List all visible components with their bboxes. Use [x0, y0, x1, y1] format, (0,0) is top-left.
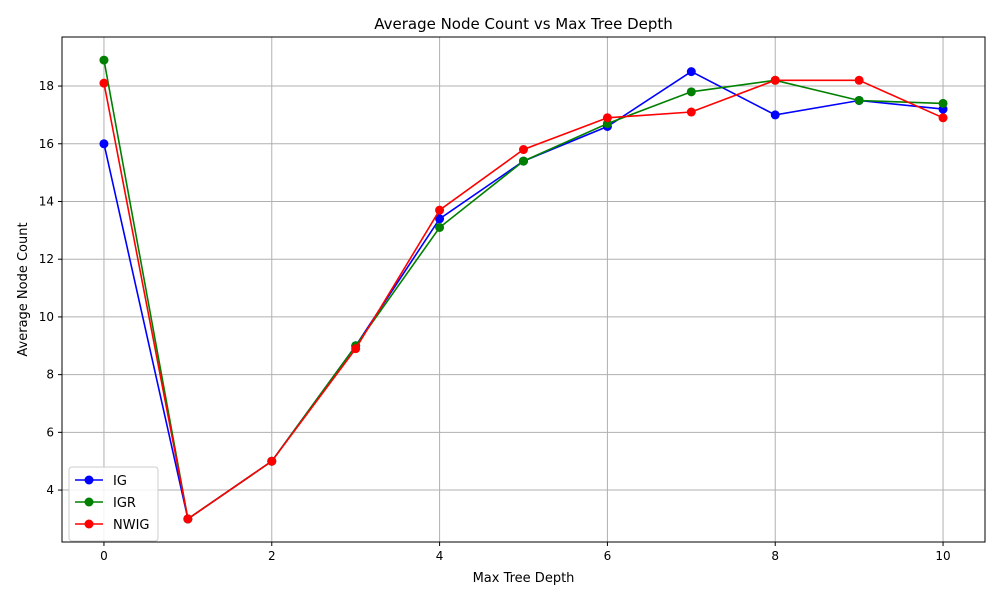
y-tick-label: 10	[39, 310, 54, 324]
y-tick-label: 12	[39, 252, 54, 266]
legend-label-ig: IG	[113, 474, 127, 489]
data-point-igr	[519, 156, 528, 166]
data-point-nwig	[435, 205, 445, 215]
data-point-igr	[99, 55, 109, 65]
axis-ticks: 0 2 4 6 8 10 4 6 8 10 12 14 16 18	[39, 79, 951, 563]
data-point-igr	[854, 95, 864, 105]
y-tick-label: 14	[39, 194, 54, 208]
data-point-nwig	[854, 75, 864, 85]
data-point-igr	[435, 222, 445, 232]
data-point-ig	[435, 214, 445, 224]
data-point-ig	[770, 110, 780, 120]
x-tick-label: 4	[436, 549, 444, 563]
y-tick-label: 6	[46, 425, 54, 439]
grid-lines	[62, 37, 985, 542]
y-tick-label: 18	[39, 79, 54, 93]
x-tick-label: 10	[935, 549, 950, 563]
y-tick-label: 4	[46, 483, 54, 497]
x-tick-label: 2	[268, 549, 276, 563]
legend-label-igr: IGR	[113, 496, 136, 511]
data-point-nwig	[938, 113, 948, 123]
data-point-igr	[938, 98, 948, 108]
data-point-ig	[99, 139, 109, 149]
data-point-nwig	[602, 113, 612, 123]
y-tick-label: 16	[39, 137, 54, 151]
data-point-nwig	[686, 107, 696, 117]
y-axis-title: Average Node Count	[16, 222, 31, 356]
chart-title: Average Node Count vs Max Tree Depth	[374, 15, 673, 33]
legend-marker-igr	[84, 497, 94, 507]
legend-marker-nwig	[84, 519, 94, 529]
data-point-nwig	[267, 456, 277, 466]
data-point-nwig	[519, 145, 528, 155]
data-point-igr	[686, 87, 696, 97]
plot-area-frame	[61, 36, 986, 543]
series-lines	[99, 55, 948, 524]
data-point-nwig	[351, 344, 361, 354]
x-axis-title: Max Tree Depth	[473, 571, 575, 586]
data-point-nwig	[99, 78, 109, 88]
legend-label-nwig: NWIG	[113, 518, 150, 533]
data-point-ig	[686, 67, 696, 77]
legend: IG IGR NWIG	[68, 466, 159, 542]
x-tick-label: 8	[771, 549, 779, 563]
legend-marker-ig	[84, 475, 94, 485]
x-tick-label: 6	[604, 549, 612, 563]
y-tick-label: 8	[46, 368, 54, 382]
data-point-nwig	[770, 75, 780, 85]
x-tick-label: 0	[100, 549, 108, 563]
data-point-nwig	[183, 514, 193, 524]
